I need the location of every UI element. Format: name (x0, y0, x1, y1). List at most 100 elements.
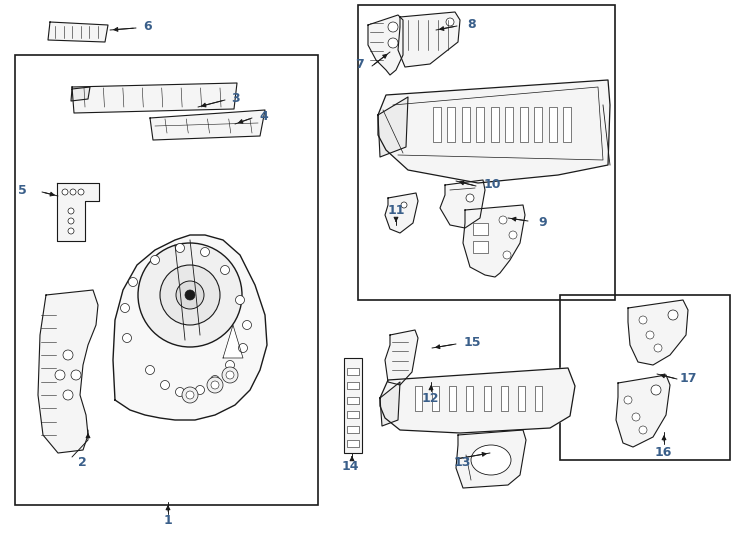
Circle shape (160, 265, 220, 325)
Text: 12: 12 (421, 392, 439, 404)
Circle shape (63, 390, 73, 400)
Circle shape (624, 396, 632, 404)
Bar (347, 368, 359, 375)
Text: 8: 8 (468, 18, 476, 31)
Circle shape (175, 388, 184, 396)
Circle shape (239, 343, 247, 353)
Circle shape (128, 278, 137, 287)
Polygon shape (628, 300, 688, 365)
Text: 14: 14 (341, 461, 359, 474)
Circle shape (503, 251, 511, 259)
Polygon shape (440, 180, 485, 228)
Polygon shape (113, 235, 267, 420)
Bar (449, 386, 457, 411)
Polygon shape (48, 22, 108, 42)
Bar (344, 358, 362, 453)
Polygon shape (385, 193, 418, 233)
Circle shape (401, 202, 407, 208)
Circle shape (68, 208, 74, 214)
Polygon shape (378, 97, 408, 157)
Bar (347, 397, 359, 404)
Text: 13: 13 (454, 456, 470, 469)
Circle shape (71, 370, 81, 380)
Bar (347, 411, 359, 418)
Circle shape (182, 387, 198, 403)
Bar (448, 107, 455, 142)
Circle shape (388, 38, 398, 48)
Circle shape (195, 386, 205, 395)
Polygon shape (385, 330, 418, 385)
Bar (15, 55, 318, 505)
Circle shape (466, 194, 474, 202)
Bar (347, 382, 359, 389)
Polygon shape (463, 205, 525, 277)
Polygon shape (380, 382, 400, 426)
Bar (473, 241, 488, 253)
Polygon shape (150, 110, 265, 140)
Bar (560, 295, 730, 460)
Circle shape (646, 331, 654, 339)
Circle shape (242, 321, 252, 329)
Circle shape (225, 361, 234, 369)
Circle shape (668, 310, 678, 320)
Polygon shape (72, 83, 237, 113)
Polygon shape (378, 80, 610, 183)
Circle shape (62, 189, 68, 195)
Circle shape (68, 218, 74, 224)
Circle shape (78, 189, 84, 195)
Bar (520, 107, 528, 142)
Text: 7: 7 (356, 58, 364, 71)
Bar (491, 107, 499, 142)
Circle shape (639, 316, 647, 324)
Circle shape (207, 377, 223, 393)
Circle shape (176, 281, 204, 309)
Polygon shape (71, 87, 90, 101)
Ellipse shape (471, 445, 511, 475)
Circle shape (236, 295, 244, 305)
Text: 6: 6 (144, 21, 153, 33)
Text: 17: 17 (679, 372, 697, 384)
Bar (476, 107, 484, 142)
Circle shape (145, 366, 154, 375)
Circle shape (70, 189, 76, 195)
Bar (433, 107, 441, 142)
Circle shape (211, 375, 219, 384)
Polygon shape (398, 12, 460, 67)
Circle shape (185, 290, 195, 300)
Polygon shape (616, 375, 670, 447)
Bar (415, 386, 422, 411)
Polygon shape (368, 15, 403, 75)
Text: 5: 5 (18, 184, 26, 197)
Circle shape (63, 350, 73, 360)
Polygon shape (223, 325, 243, 358)
Circle shape (220, 266, 230, 274)
Bar (484, 386, 490, 411)
Circle shape (150, 255, 159, 265)
Bar (347, 440, 359, 447)
Circle shape (222, 367, 238, 383)
Circle shape (446, 18, 454, 26)
Circle shape (161, 381, 170, 389)
Circle shape (388, 22, 398, 32)
Circle shape (654, 344, 662, 352)
Circle shape (651, 385, 661, 395)
Circle shape (123, 334, 131, 342)
Bar (473, 223, 488, 235)
Circle shape (226, 371, 234, 379)
Circle shape (200, 247, 209, 256)
Bar (534, 107, 542, 142)
Bar (347, 426, 359, 433)
Circle shape (120, 303, 129, 313)
Circle shape (68, 228, 74, 234)
Bar (518, 386, 525, 411)
Circle shape (639, 426, 647, 434)
Text: 11: 11 (388, 204, 404, 217)
Polygon shape (38, 290, 98, 453)
Bar (358, 5, 615, 300)
Text: 9: 9 (539, 215, 548, 228)
Circle shape (138, 243, 242, 347)
Bar (548, 107, 556, 142)
Bar (535, 386, 542, 411)
Polygon shape (380, 368, 575, 433)
Bar (501, 386, 508, 411)
